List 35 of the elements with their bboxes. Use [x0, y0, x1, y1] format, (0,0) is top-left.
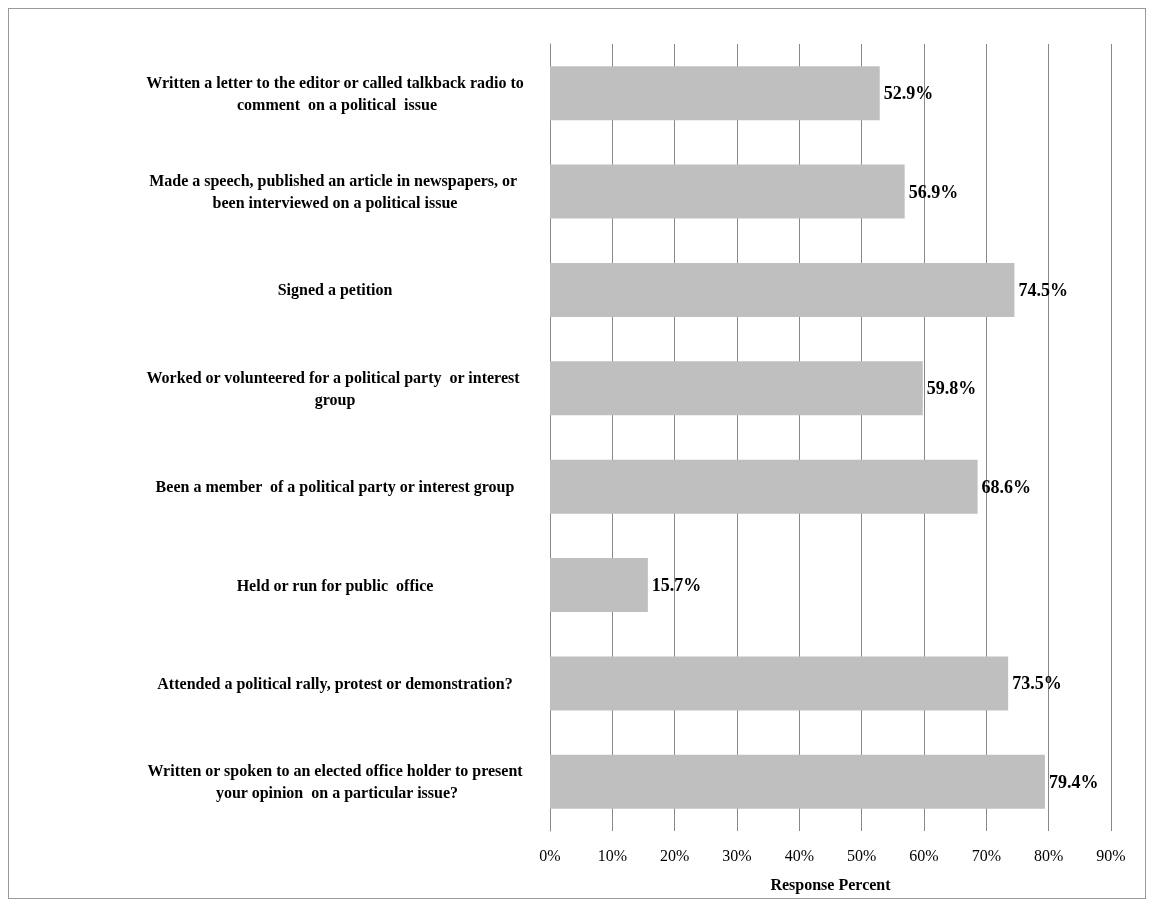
data-label: 68.6%: [981, 476, 1032, 497]
data-label: 56.9%: [908, 181, 959, 202]
y-tick-label: Signed a petition: [277, 281, 393, 300]
y-tick-label: Worked or volunteered for a political party or interest group: [146, 368, 524, 409]
bar: [550, 361, 923, 416]
data-label: 79.4%: [1048, 771, 1099, 792]
x-tick-label: 70%: [971, 846, 1001, 864]
x-tick-label: 20%: [660, 846, 690, 864]
y-tick-label: Made a speech, published an article in newspapers, or been interviewed on a political issue: [149, 172, 521, 213]
bar: [550, 558, 648, 613]
bar: [550, 754, 1045, 809]
data-label: 52.9%: [883, 83, 934, 104]
bar: [550, 459, 978, 514]
x-axis-title: Response Percent: [770, 875, 892, 894]
bar: [550, 164, 905, 219]
y-tick-label: Been a member of a political party or interest group: [155, 478, 515, 497]
x-tick-label: 80%: [1034, 846, 1064, 864]
data-label: 15.7%: [651, 575, 702, 596]
x-tick-label: 10%: [597, 846, 627, 864]
bar: [550, 262, 1015, 317]
y-tick-label: Written or spoken to an elected office holder to present your opinion on a particular issue?: [147, 762, 524, 803]
data-label: 59.8%: [926, 378, 977, 399]
bar: [550, 66, 880, 121]
bar: [550, 656, 1009, 711]
x-tick-label: 90%: [1096, 846, 1126, 864]
x-tick-label: 60%: [909, 846, 939, 864]
data-label: 73.5%: [1012, 673, 1062, 694]
y-tick-label: Written a letter to the editor or called talkback radio to comment on a political issue: [146, 73, 524, 114]
x-tick-label: 30%: [722, 846, 752, 864]
y-tick-label: Held or run for public office: [236, 576, 434, 595]
data-label: 74.5%: [1018, 279, 1068, 300]
x-tick-label: 50%: [847, 846, 877, 864]
y-tick-label: Attended a political rally, protest or demonstration?: [157, 674, 513, 693]
x-tick-label: 0%: [539, 846, 561, 864]
x-tick-label: 40%: [784, 846, 814, 864]
